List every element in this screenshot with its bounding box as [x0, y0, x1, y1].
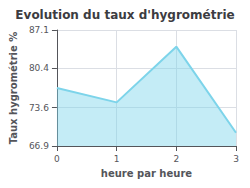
svg-text:Evolution du taux d'hygrométri: Evolution du taux d'hygrométrie: [15, 8, 234, 22]
svg-text:heure par heure: heure par heure: [101, 168, 192, 179]
svg-text:Taux hygrométrie %: Taux hygrométrie %: [8, 32, 19, 145]
svg-text:80.4: 80.4: [29, 63, 49, 73]
svg-text:0: 0: [54, 154, 60, 164]
svg-text:73.6: 73.6: [29, 103, 49, 113]
svg-text:87.1: 87.1: [29, 25, 49, 35]
svg-text:1: 1: [114, 154, 120, 164]
svg-text:3: 3: [233, 154, 239, 164]
svg-text:2: 2: [173, 154, 179, 164]
svg-text:66.9: 66.9: [29, 141, 49, 151]
